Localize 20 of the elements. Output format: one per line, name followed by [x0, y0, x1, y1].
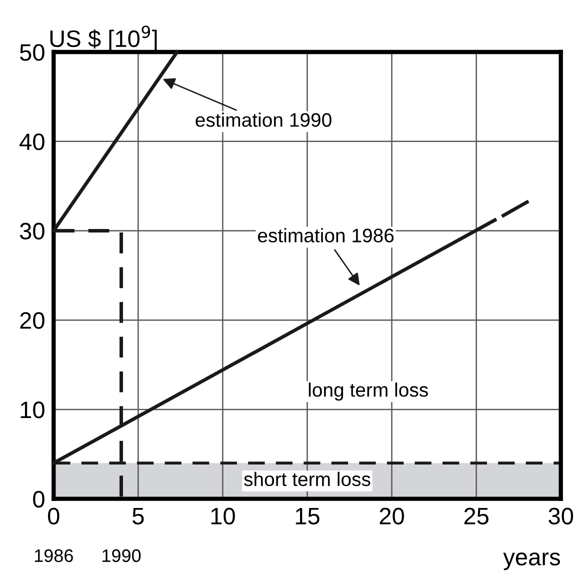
band-label: short term loss [244, 472, 370, 486]
annotation: long term loss [308, 382, 428, 401]
x-tick-label: 5 [132, 508, 144, 524]
y-tick-label: 10 [20, 402, 44, 418]
x-tick-label: 20 [380, 508, 404, 524]
y-tick-label: 20 [20, 312, 44, 329]
x2-tick-label: 1990 [102, 549, 141, 562]
y-tick-label: 0 [33, 490, 44, 508]
x-tick-label: 10 [211, 508, 235, 524]
y-tick-label: 30 [20, 222, 44, 240]
x-tick-label: 15 [296, 508, 320, 524]
x-tick-label: 0 [48, 508, 60, 524]
y-tick-label: 50 [20, 44, 44, 61]
x-tick-label: 25 [464, 508, 488, 524]
annotation: estimation 1990 [196, 112, 332, 127]
annotation: estimation 1986 [258, 228, 394, 242]
y-tick-label: 40 [20, 133, 44, 150]
x-tick-label: 30 [548, 508, 574, 524]
x-axis-title: years [503, 552, 560, 570]
x2-tick-label: 1986 [34, 549, 73, 562]
